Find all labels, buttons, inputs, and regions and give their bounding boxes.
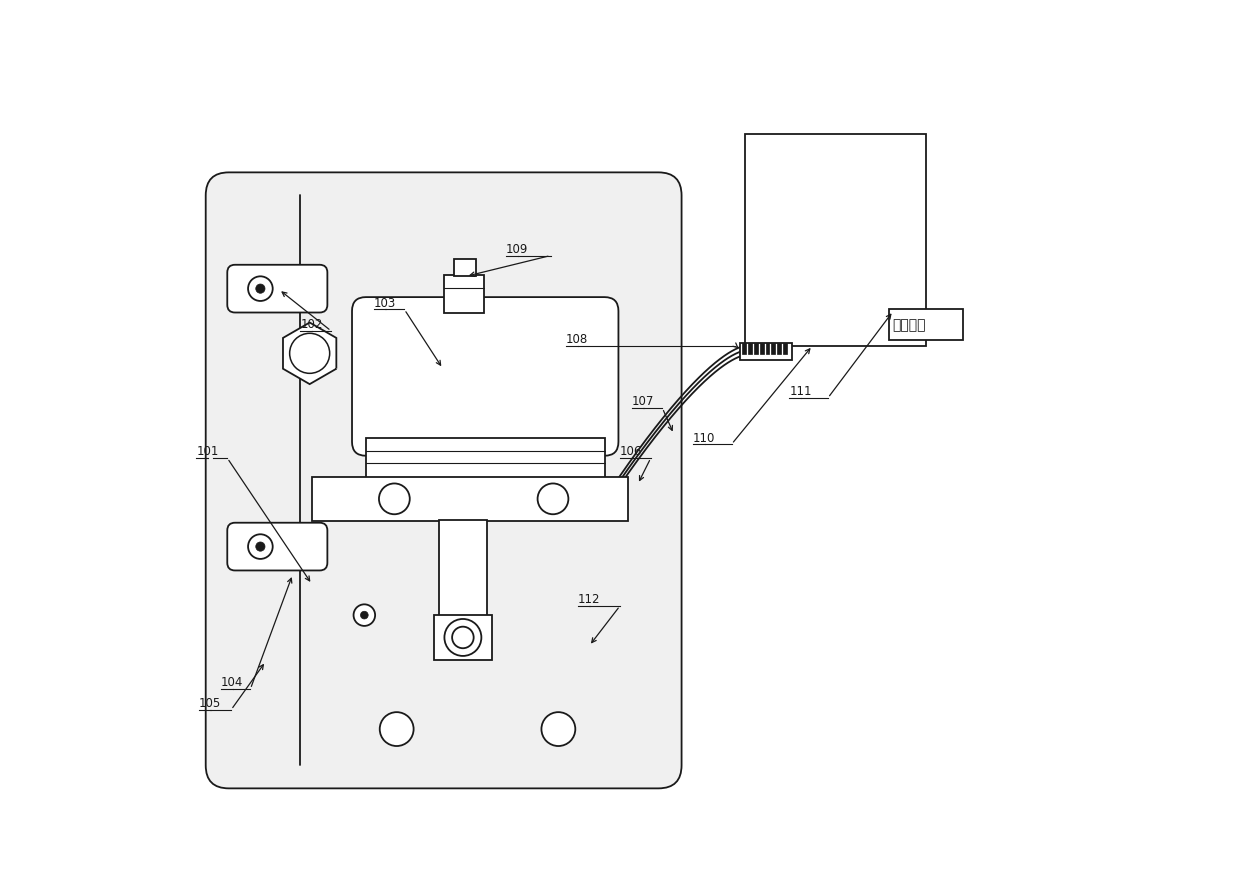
Bar [434, 615, 492, 659]
Circle shape [538, 484, 569, 514]
Circle shape [248, 535, 273, 559]
Bar [777, 343, 781, 354]
Text: 110: 110 [693, 431, 715, 445]
Circle shape [255, 542, 265, 552]
Bar [742, 343, 746, 354]
FancyBboxPatch shape [352, 297, 618, 455]
FancyBboxPatch shape [227, 265, 327, 313]
Bar [366, 438, 605, 478]
FancyBboxPatch shape [206, 172, 681, 789]
Bar [745, 134, 926, 346]
Circle shape [255, 284, 265, 293]
Circle shape [379, 484, 410, 514]
Text: 105: 105 [198, 697, 221, 710]
Circle shape [379, 712, 414, 746]
Text: 112: 112 [577, 593, 600, 606]
Circle shape [248, 276, 273, 301]
Bar [748, 343, 752, 354]
Text: 107: 107 [632, 396, 654, 408]
Bar [445, 274, 484, 314]
Circle shape [361, 611, 368, 619]
Bar [740, 343, 793, 360]
Text: 108: 108 [566, 333, 589, 346]
Bar [890, 309, 963, 340]
Text: 106: 106 [620, 446, 642, 458]
Text: 104: 104 [221, 676, 244, 690]
Text: 通讯端口: 通讯端口 [892, 318, 926, 331]
Circle shape [452, 626, 473, 649]
Bar [771, 343, 776, 354]
Bar [755, 343, 758, 354]
Circle shape [353, 604, 375, 625]
Bar [439, 519, 487, 620]
Bar [760, 343, 763, 354]
Circle shape [445, 619, 482, 656]
Text: 109: 109 [506, 243, 528, 256]
Polygon shape [282, 323, 336, 384]
Bar [783, 343, 787, 354]
Text: 102: 102 [300, 318, 323, 331]
Bar [312, 477, 628, 521]
FancyBboxPatch shape [227, 523, 327, 570]
Bar [766, 343, 769, 354]
Bar [455, 259, 476, 276]
Text: 103: 103 [374, 297, 395, 310]
Text: 111: 111 [789, 385, 812, 398]
Text: 101: 101 [197, 446, 219, 458]
Circle shape [541, 712, 575, 746]
Circle shape [290, 333, 330, 373]
